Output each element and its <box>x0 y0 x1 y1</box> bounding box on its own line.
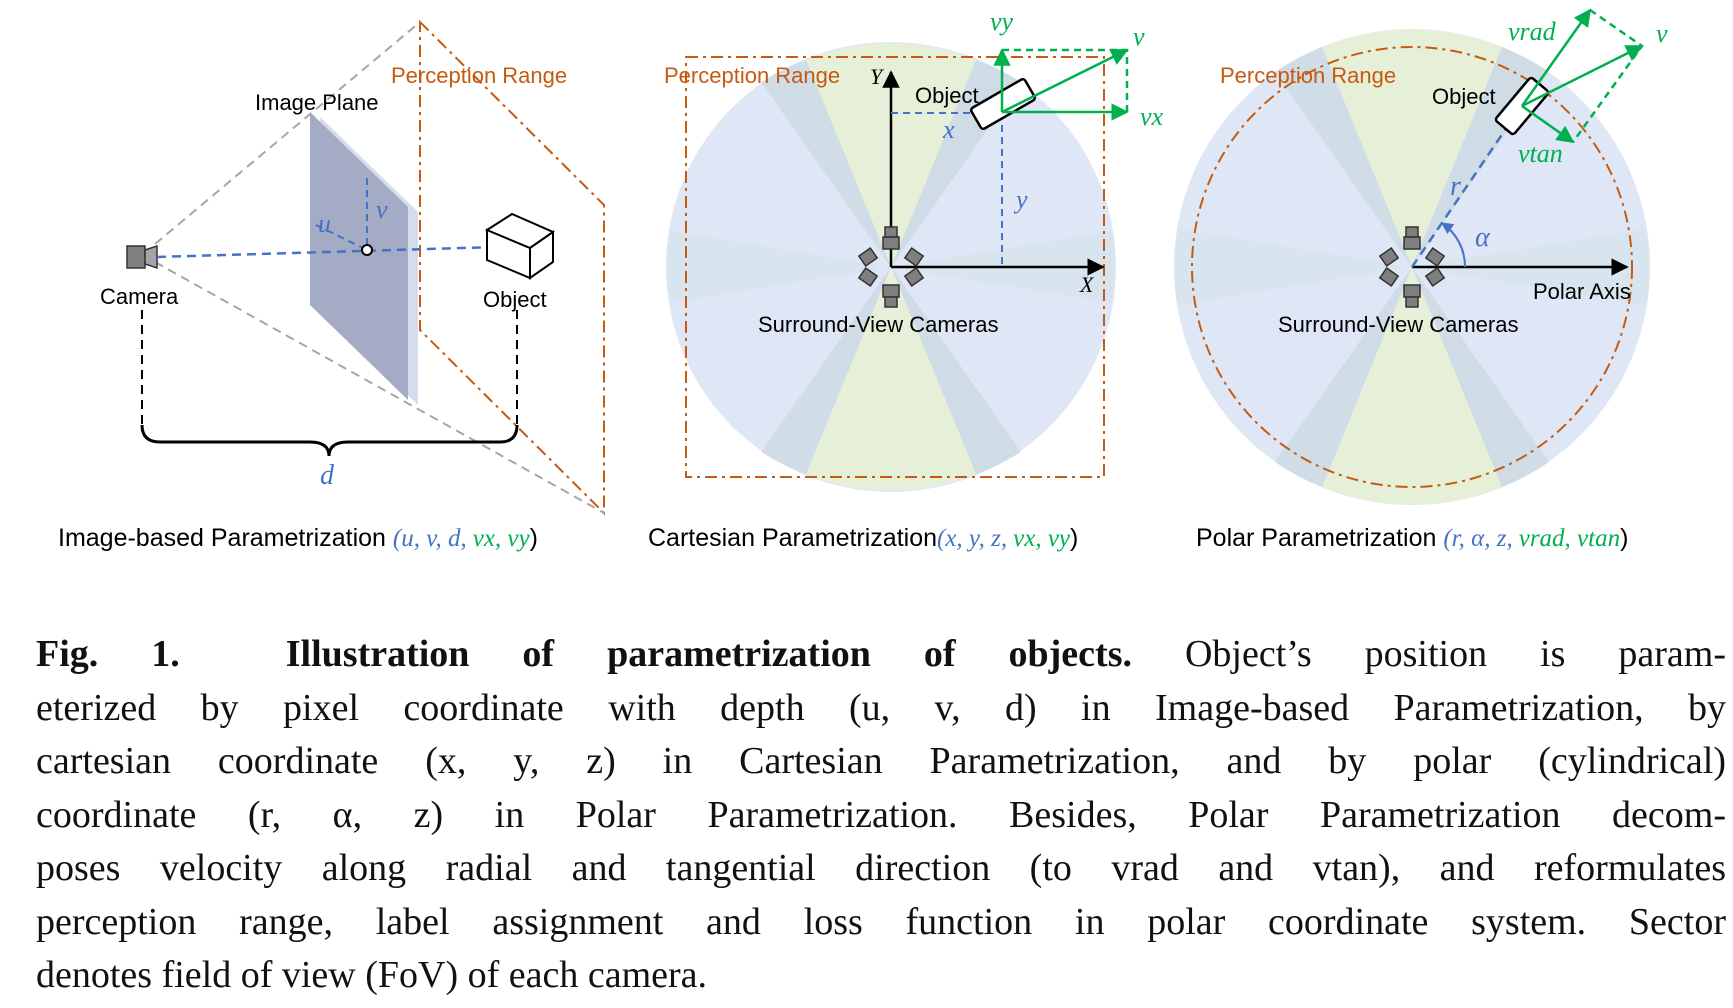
caption-line-5: poses velocity along radial and tangenti… <box>36 847 1726 889</box>
panel-title-image-params: (u, v, d, <box>393 525 467 552</box>
alpha-arc <box>1441 222 1467 268</box>
caption-line-2: eterized by pixel coordinate with depth … <box>36 686 1726 729</box>
panel-title-cartesian-text: Cartesian Parametrization <box>648 524 937 552</box>
panel-title-polar-velocity: vrad, vtan <box>1519 525 1620 552</box>
vtan-arrow <box>1521 104 1575 144</box>
panel-polar: Perception Range Object vrad v vtan r α … <box>1174 8 1668 552</box>
u-label: u <box>318 209 331 238</box>
velocity-box <box>1002 48 1129 112</box>
panel-title-image: Image-based Parametrization (u, v, d, vx,… <box>58 524 538 552</box>
figure-illustration: Image Plane Perception Range Camera Obje… <box>58 7 1668 552</box>
camera-icon <box>126 244 158 270</box>
panel-title-image-text: Image-based Parametrization <box>58 524 393 552</box>
axis-x-label: X <box>1079 272 1095 297</box>
camera-ray <box>156 244 531 259</box>
v-label-3: v <box>1656 19 1668 48</box>
r-label: r <box>1450 171 1461 202</box>
v-label-2: v <box>1133 22 1145 51</box>
image-plane <box>310 112 408 400</box>
axis-y-label: Y <box>870 64 885 89</box>
vrad-arrow <box>1520 8 1592 107</box>
y-label: y <box>1013 185 1028 214</box>
panel-image-based: Image Plane Perception Range Camera Obje… <box>58 19 605 552</box>
caption-line-1-rest: Object’s position is param- <box>1184 633 1726 675</box>
panel-title-cartesian: Cartesian Parametrization(x, y, z, vx, vy… <box>648 524 1078 552</box>
camera-label: Camera <box>100 284 179 309</box>
perception-range-label-1: Perception Range <box>391 63 567 88</box>
caption-line-1: Fig. 1. Illustration of parametrization … <box>36 628 1726 682</box>
figure-caption: Fig. 1. Illustration of parametrization … <box>36 628 1726 1003</box>
image-plane-label: Image Plane <box>255 90 379 115</box>
panel-title-polar-close: ) <box>1620 524 1628 552</box>
panel-title-cartesian-velocity: vx, vy <box>1013 525 1071 552</box>
vrad-label: vrad <box>1508 17 1557 46</box>
alpha-label: α <box>1475 222 1491 253</box>
vy-label: vy <box>990 7 1014 36</box>
object-label-3: Object <box>1432 84 1496 109</box>
v-arrow <box>1001 48 1129 114</box>
perception-range-label-3: Perception Range <box>1220 63 1396 88</box>
polar-axis-label: Polar Axis <box>1533 279 1631 304</box>
projection-point <box>361 244 373 256</box>
cameras-label-3: Surround-View Cameras <box>1278 312 1518 337</box>
caption-fig-title: Illustration of parametrization of objec… <box>285 633 1132 675</box>
caption-line-4: coordinate (r, α, z) in Polar Parametriz… <box>36 793 1726 836</box>
depth-brace <box>140 424 519 457</box>
panel-title-image-velocity: vx, vy <box>473 525 531 552</box>
d-label: d <box>320 460 335 491</box>
u-line <box>315 224 368 251</box>
panel-title-polar: Polar Parametrization (r, α, z, vrad, vta… <box>1196 524 1628 552</box>
vx-label: vx <box>1140 102 1164 131</box>
panel-title-cartesian-params: (x, y, z, <box>937 525 1007 552</box>
v-label: v <box>376 195 388 224</box>
caption-line-6: perception range, label assignment and l… <box>36 900 1726 943</box>
cameras-label-2: Surround-View Cameras <box>758 312 998 337</box>
panel-title-cartesian-close: ) <box>1070 524 1078 552</box>
perception-range-circle <box>1191 46 1633 488</box>
caption-line-7: denotes field of view (FoV) of each came… <box>36 954 708 996</box>
frustum-line-top <box>154 21 421 245</box>
frustum-line-bottom <box>154 261 605 514</box>
panel-title-polar-text: Polar Parametrization <box>1196 524 1443 552</box>
caption-line-3: cartesian coordinate (x, y, z) in Cartes… <box>36 740 1726 782</box>
x-label: x <box>942 115 955 144</box>
radius-line <box>1410 107 1522 268</box>
panel-title-polar-params: (r, α, z, <box>1443 525 1512 552</box>
panel-title-image-close: ) <box>530 524 538 552</box>
vtan-label: vtan <box>1518 139 1563 168</box>
object-box-icon <box>484 212 556 280</box>
v-arrow-3 <box>1521 44 1644 108</box>
object-label-1: Object <box>483 287 547 312</box>
object-label-2: Object <box>915 83 979 108</box>
panel-cartesian: Perception Range Object Y X x y vy v vx … <box>648 7 1164 552</box>
velocity-box-3 <box>1571 8 1644 143</box>
caption-fig-label: Fig. 1. <box>36 633 180 675</box>
perception-range-label-2: Perception Range <box>664 63 840 88</box>
